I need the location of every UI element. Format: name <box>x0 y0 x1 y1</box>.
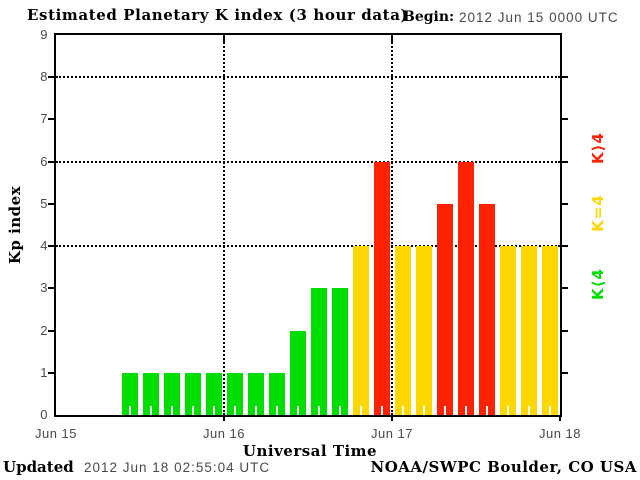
kp-bar <box>499 246 516 415</box>
three-hour-tick <box>275 405 278 415</box>
y-tick-left <box>48 371 54 374</box>
three-hour-tick <box>128 405 131 415</box>
kp-bar <box>289 330 306 415</box>
kp-bar <box>373 161 390 415</box>
bottom-day-tick <box>391 417 393 421</box>
kp-bar <box>331 288 348 415</box>
begin-value: 2012 Jun 15 0000 UTC <box>459 10 619 25</box>
bottom-day-tick <box>223 417 225 421</box>
gridline-y-4 <box>56 245 560 248</box>
kp-bar <box>310 288 327 415</box>
y-tick-right <box>562 160 568 163</box>
gridline-day <box>391 35 393 415</box>
three-hour-tick <box>254 405 257 415</box>
x-tick-label: Jun 15 <box>34 426 78 441</box>
kp-bar <box>436 203 453 415</box>
kp-bar <box>352 246 369 415</box>
three-hour-tick <box>170 405 173 415</box>
legend-k-lt-4: K⟨4 <box>589 268 607 300</box>
y-tick-label: 4 <box>40 238 48 254</box>
updated-timestamp: 2012 Jun 18 02:55:04 UTC <box>84 460 271 475</box>
x-axis-label: Universal Time <box>242 442 378 460</box>
legend-k-eq-4: K=4 <box>589 194 607 232</box>
y-tick-left <box>48 76 54 79</box>
y-tick-right <box>562 371 568 374</box>
kp-bar <box>121 372 138 415</box>
y-tick-label: 8 <box>40 69 48 85</box>
y-tick-label: 7 <box>40 111 48 127</box>
three-hour-tick <box>338 405 341 415</box>
three-hour-tick <box>149 405 152 415</box>
y-tick-right <box>562 118 568 121</box>
credit-text: NOAA/SWPC Boulder, CO USA <box>370 458 637 476</box>
y-tick-left <box>48 118 54 121</box>
kp-bar <box>163 372 180 415</box>
y-tick-right <box>562 287 568 290</box>
y-tick-left <box>48 245 54 248</box>
kp-bar <box>415 246 432 415</box>
bottom-day-tick <box>559 417 561 421</box>
y-tick-right <box>562 202 568 205</box>
y-tick-right <box>562 245 568 248</box>
kp-bar <box>478 203 495 415</box>
three-hour-tick <box>380 405 383 415</box>
x-tick-label: Jun 17 <box>370 426 414 441</box>
kp-bar <box>394 246 411 415</box>
kp-bar <box>205 372 222 415</box>
three-hour-tick <box>212 405 215 415</box>
gridline-y-6 <box>56 160 560 163</box>
kp-bar <box>457 161 474 415</box>
three-hour-tick <box>485 405 488 415</box>
y-tick-label: 9 <box>40 27 48 42</box>
kp-bar <box>520 246 537 415</box>
x-tick-label: Jun 16 <box>202 426 246 441</box>
three-hour-tick <box>506 405 509 415</box>
kp-bar <box>247 372 264 415</box>
y-tick-left <box>48 287 54 290</box>
gridline-y-8 <box>56 76 560 79</box>
three-hour-tick <box>548 405 551 415</box>
chart-title: Estimated Planetary K index (3 hour data… <box>27 6 409 24</box>
three-hour-tick <box>317 405 320 415</box>
three-hour-tick <box>464 405 467 415</box>
y-tick-label: 3 <box>40 280 48 296</box>
kp-bar <box>184 372 201 415</box>
gridline-day <box>223 35 225 415</box>
three-hour-tick <box>359 405 362 415</box>
y-tick-left <box>48 202 54 205</box>
kp-bar <box>142 372 159 415</box>
three-hour-tick <box>422 405 425 415</box>
three-hour-tick <box>233 405 236 415</box>
three-hour-tick <box>296 405 299 415</box>
top-day-tick <box>223 35 225 43</box>
three-hour-tick <box>401 405 404 415</box>
x-tick-label: Jun 18 <box>538 426 582 441</box>
begin-label: Begin: <box>403 9 455 25</box>
y-tick-label: 2 <box>40 322 48 338</box>
y-tick-label: 0 <box>40 407 48 422</box>
plot-border <box>54 33 562 417</box>
y-tick-label: 5 <box>40 195 48 211</box>
y-tick-label: 1 <box>40 364 48 380</box>
y-tick-right <box>562 329 568 332</box>
top-day-tick <box>391 35 393 43</box>
three-hour-tick <box>527 405 530 415</box>
kp-bar <box>268 372 285 415</box>
y-tick-left <box>48 329 54 332</box>
three-hour-tick <box>191 405 194 415</box>
legend-k-gt-4: K⟩4 <box>589 132 607 164</box>
y-axis-label: Kp index <box>6 185 24 265</box>
updated-label: Updated <box>3 458 74 476</box>
y-tick-label: 6 <box>40 153 48 169</box>
kp-bar <box>226 372 243 415</box>
y-tick-right <box>562 76 568 79</box>
kp-bar <box>541 246 558 415</box>
three-hour-tick <box>443 405 446 415</box>
y-tick-left <box>48 160 54 163</box>
